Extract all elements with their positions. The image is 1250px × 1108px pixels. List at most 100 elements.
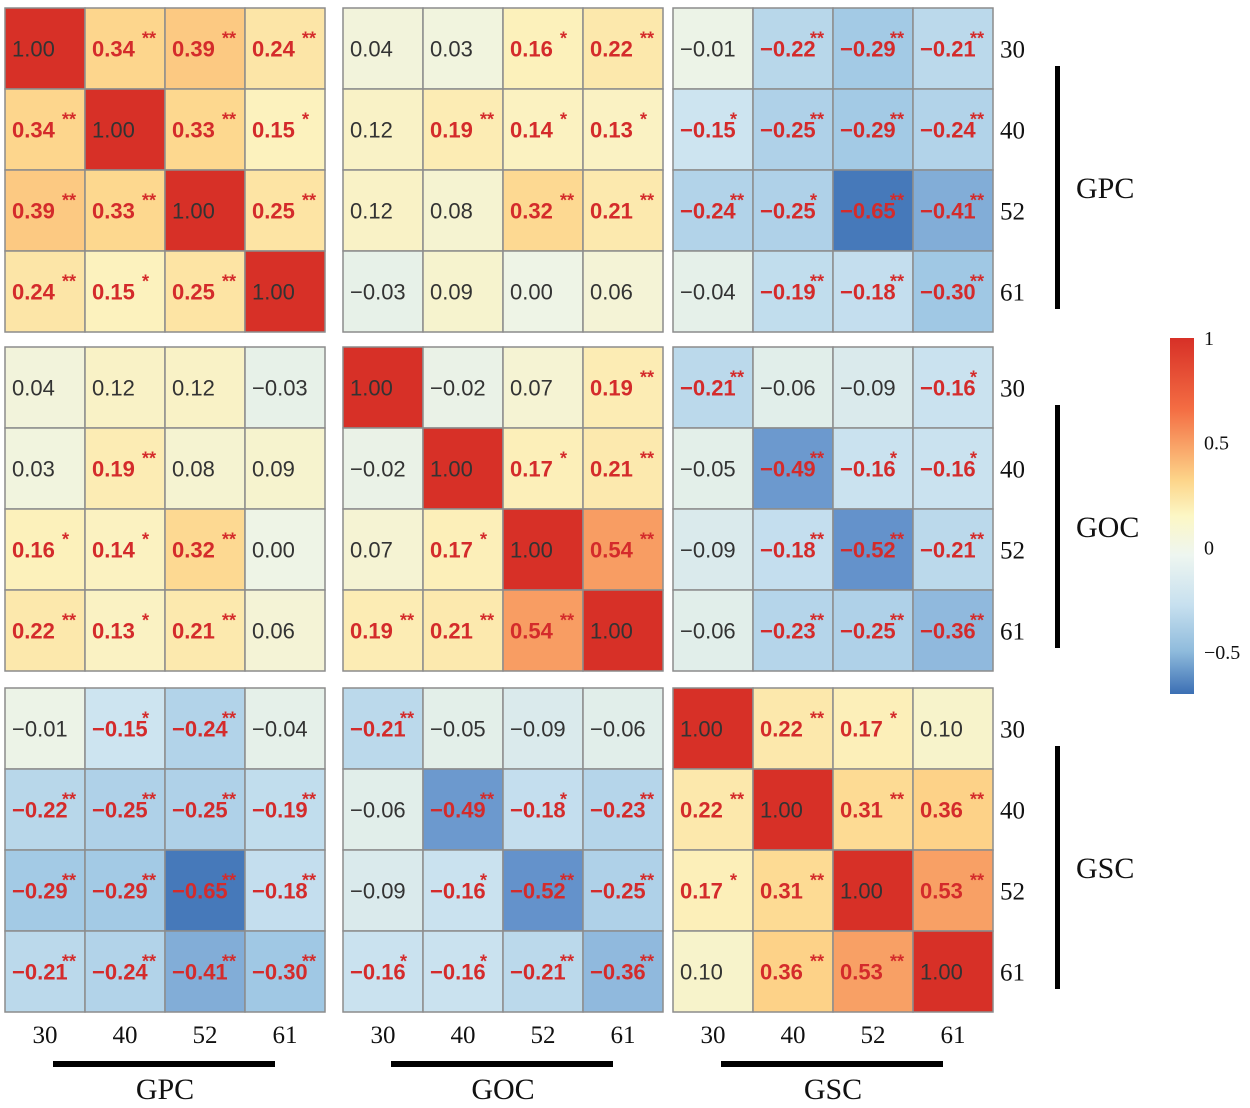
y-tick-label: 61: [1000, 280, 1025, 307]
heatmap-cell: [582, 346, 664, 429]
cell-value-label: −0.06: [680, 619, 736, 644]
heatmap-cell: [502, 508, 584, 591]
heatmap-cell: [502, 169, 584, 252]
cell-value-label: 1.00: [350, 376, 393, 401]
heatmap-cell: [502, 687, 584, 770]
heatmap-cell: [832, 930, 914, 1013]
significance-marker: **: [142, 790, 156, 810]
cell-value-label: 1.00: [510, 538, 553, 563]
heatmap-cell: [582, 250, 664, 333]
significance-marker: **: [222, 790, 236, 810]
cell-value-label: 0.12: [172, 376, 215, 401]
heatmap-cell: [502, 7, 584, 90]
heatmap-cell: [672, 88, 754, 171]
cell-value-label: −0.65: [172, 879, 228, 904]
heatmap-cell: [342, 508, 424, 591]
cell-value-label: −0.05: [680, 457, 736, 482]
cell-value-label: 0.34: [92, 37, 136, 62]
cell-value-label: −0.22: [760, 37, 816, 62]
significance-marker: **: [62, 191, 76, 211]
heatmap-cell: [342, 687, 424, 770]
significance-marker: **: [810, 611, 824, 631]
y-tick-label: 52: [1000, 879, 1025, 906]
cell-value-label: −0.18: [252, 879, 308, 904]
cell-value-label: −0.49: [430, 798, 486, 823]
heatmap-cell: [422, 930, 504, 1013]
x-group-bar: [53, 1061, 275, 1067]
heatmap-cell: [752, 768, 834, 851]
significance-marker: **: [142, 449, 156, 469]
significance-marker: **: [222, 871, 236, 891]
significance-marker: **: [62, 952, 76, 972]
significance-marker: **: [810, 272, 824, 292]
heatmap-cell: [582, 687, 664, 770]
significance-marker: **: [970, 191, 984, 211]
significance-marker: **: [730, 368, 744, 388]
cell-value-label: 0.10: [920, 717, 963, 742]
cell-value-label: 1.00: [840, 879, 883, 904]
significance-marker: **: [970, 871, 984, 891]
cell-value-label: −0.25: [92, 798, 148, 823]
heatmap-cell: [502, 930, 584, 1013]
colorbar-tick-label: −0.5: [1204, 642, 1240, 664]
cell-value-label: −0.15: [92, 717, 148, 742]
cell-value-label: 0.14: [510, 118, 554, 143]
cell-value-label: 0.34: [12, 118, 56, 143]
y-tick-label: 30: [1000, 717, 1025, 744]
block-gsc-gpc: −0.01 −0.15* −0.24** −0.04−0.22** −0.25** −0.…: [4, 687, 326, 1013]
y-tick-label: 30: [1000, 376, 1025, 403]
cell-value-label: 0.36: [760, 960, 803, 985]
heatmap-cell: [244, 849, 326, 932]
heatmap-cell: [84, 88, 166, 171]
cell-value-label: −0.41: [172, 960, 228, 985]
cell-value-label: 0.03: [12, 457, 55, 482]
significance-marker: *: [560, 790, 567, 810]
significance-marker: **: [560, 191, 574, 211]
significance-marker: **: [480, 790, 494, 810]
significance-marker: *: [640, 110, 647, 130]
heatmap-cell: [582, 849, 664, 932]
significance-marker: **: [222, 272, 236, 292]
heatmap-cell: [244, 930, 326, 1013]
significance-marker: *: [142, 709, 149, 729]
cell-value-label: 0.53: [920, 879, 963, 904]
heatmap-cell: [164, 7, 246, 90]
heatmap-cell: [582, 589, 664, 672]
significance-marker: **: [970, 530, 984, 550]
x-tick-label: 52: [861, 1022, 886, 1049]
significance-marker: **: [970, 272, 984, 292]
x-group-bar: [391, 1061, 613, 1067]
significance-marker: **: [222, 530, 236, 550]
significance-marker: *: [480, 871, 487, 891]
heatmap-cell: [244, 768, 326, 851]
x-tick-label: 40: [451, 1022, 476, 1049]
significance-marker: **: [890, 611, 904, 631]
cell-value-label: 0.10: [680, 960, 723, 985]
heatmap-cell: [672, 589, 754, 672]
heatmap-cell: [84, 427, 166, 510]
block-goc-gsc: −0.21** −0.06 −0.09 −0.16*−0.05 −0.49** −0.16…: [672, 346, 994, 672]
heatmap-cell: [164, 427, 246, 510]
heatmap-cell: [912, 768, 994, 851]
significance-marker: **: [970, 29, 984, 49]
cell-value-label: 1.00: [920, 960, 963, 985]
cell-value-label: −0.24: [92, 960, 148, 985]
x-tick-label: 61: [611, 1022, 636, 1049]
cell-value-label: 0.03: [430, 37, 473, 62]
heatmap-cell: [422, 427, 504, 510]
cell-value-label: 0.25: [172, 280, 215, 305]
significance-marker: **: [970, 110, 984, 130]
heatmap-cell: [244, 589, 326, 672]
significance-marker: **: [810, 530, 824, 550]
significance-marker: *: [730, 110, 737, 130]
cell-value-label: 0.39: [12, 199, 55, 224]
heatmap-cell: [244, 250, 326, 333]
significance-marker: *: [480, 530, 487, 550]
cell-value-label: −0.23: [760, 619, 816, 644]
significance-marker: *: [810, 191, 817, 211]
heatmap-cell: [832, 768, 914, 851]
heatmap-cell: [342, 88, 424, 171]
significance-marker: **: [890, 29, 904, 49]
y-group-bar: [1055, 66, 1060, 309]
significance-marker: **: [810, 709, 824, 729]
